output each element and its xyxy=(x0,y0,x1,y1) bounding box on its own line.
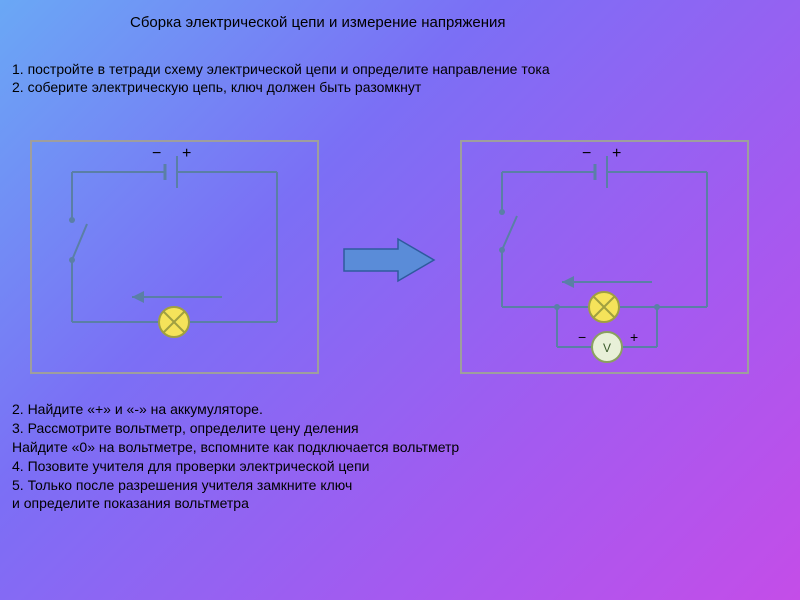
svg-text:−: − xyxy=(578,329,586,345)
svg-text:+: + xyxy=(612,145,621,162)
instructions-top: 1. постройте в тетради схему электрическ… xyxy=(12,60,772,96)
instr-b-2: 3. Рассмотрите вольтметр, определите цен… xyxy=(12,419,772,438)
circuit-right: − + xyxy=(460,140,749,374)
instr-top-1: 1. постройте в тетради схему электрическ… xyxy=(12,60,772,78)
svg-text:−: − xyxy=(152,145,161,162)
svg-text:+: + xyxy=(630,329,638,345)
page-title: Сборка электрической цепи и измерение на… xyxy=(130,14,630,33)
svg-text:−: − xyxy=(582,145,591,162)
circuit-right-svg: − + xyxy=(462,142,747,372)
page-root: Сборка электрической цепи и измерение на… xyxy=(0,0,800,600)
instr-b-5: 5. Только после разрешения учителя замкн… xyxy=(12,476,772,495)
instr-b-1: 2. Найдите «+» и «-» на аккумуляторе. xyxy=(12,400,772,419)
circuit-left: − + xyxy=(30,140,319,374)
instructions-bottom: 2. Найдите «+» и «-» на аккумуляторе. 3.… xyxy=(12,400,772,513)
instr-top-2: 2. соберите электрическую цепь, ключ дол… xyxy=(12,78,772,96)
instr-b-4: 4. Позовите учителя для проверки электри… xyxy=(12,457,772,476)
instr-b-3: Найдите «0» на вольтметре, вспомните как… xyxy=(12,438,772,457)
instr-b-6: и определите показания вольтметра xyxy=(12,494,772,513)
circuit-area: − + xyxy=(0,130,800,400)
circuit-left-svg: − + xyxy=(32,142,317,372)
transition-arrow xyxy=(340,235,440,290)
svg-text:+: + xyxy=(182,145,191,162)
svg-text:V: V xyxy=(603,341,611,355)
